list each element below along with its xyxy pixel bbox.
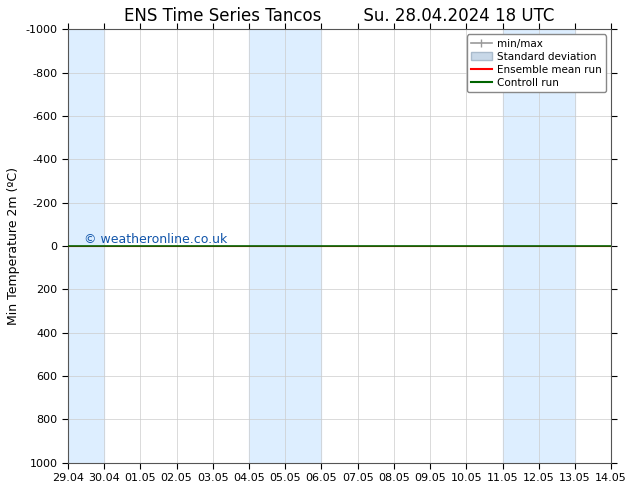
Legend: min/max, Standard deviation, Ensemble mean run, Controll run: min/max, Standard deviation, Ensemble me… [467, 34, 606, 92]
Title: ENS Time Series Tancos        Su. 28.04.2024 18 UTC: ENS Time Series Tancos Su. 28.04.2024 18… [124, 7, 555, 25]
Bar [249, 29, 321, 463]
Bar [503, 29, 575, 463]
Y-axis label: Min Temperature 2m (ºC): Min Temperature 2m (ºC) [7, 167, 20, 325]
Bar [68, 29, 104, 463]
Text: © weatheronline.co.uk: © weatheronline.co.uk [84, 233, 228, 246]
